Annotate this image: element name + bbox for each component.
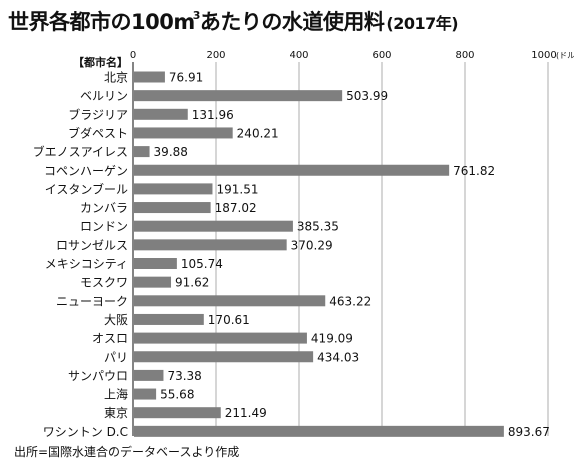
- value-label: 370.29: [291, 238, 333, 252]
- value-label: 73.38: [167, 369, 201, 383]
- category-label: 北京: [104, 71, 128, 85]
- bar: [134, 425, 504, 437]
- bar: [134, 90, 343, 102]
- chart-title-year: (2017年): [386, 14, 459, 33]
- bar: [134, 369, 164, 381]
- bar: [134, 388, 157, 400]
- bar: [134, 407, 221, 419]
- bar: [134, 332, 307, 344]
- bar: [134, 351, 314, 363]
- value-label: 240.21: [237, 126, 279, 140]
- bar: [134, 313, 204, 325]
- value-label: 893.67: [508, 425, 550, 439]
- bar: [134, 258, 177, 269]
- category-label: ワシントン D.C: [43, 425, 128, 439]
- bar: [134, 220, 293, 232]
- category-label: 東京: [104, 406, 128, 420]
- value-label: 419.09: [311, 332, 353, 346]
- bar: [134, 71, 165, 83]
- bar: [134, 276, 172, 288]
- bar: [134, 164, 450, 176]
- x-tick-label: 1000: [531, 50, 556, 61]
- category-label: ブエノスアイレス: [33, 144, 128, 159]
- bar: [134, 295, 326, 307]
- value-label: 131.96: [192, 108, 234, 122]
- source-note: 出所=国際水連合のデータベースより作成: [14, 445, 240, 459]
- bar: [134, 108, 188, 120]
- value-label: 170.61: [208, 313, 250, 327]
- chart-title-superscript: 3: [192, 9, 201, 22]
- value-label: 191.51: [216, 182, 258, 196]
- category-label: ニューヨーク: [56, 294, 128, 308]
- category-label: モスクワ: [80, 276, 128, 290]
- value-label: 39.88: [154, 145, 188, 159]
- x-tick-label: 200: [206, 50, 225, 61]
- category-label: 上海: [104, 387, 128, 402]
- value-label: 211.49: [225, 406, 267, 420]
- category-label: ベルリン: [80, 89, 128, 103]
- x-tick-label: 0: [130, 50, 136, 61]
- category-label: コペンハーゲン: [44, 164, 128, 178]
- x-tick-label: 600: [372, 50, 391, 61]
- x-tick-label: 400: [289, 50, 308, 61]
- chart-title-rest: あたりの水道使用料: [199, 10, 385, 34]
- value-label: 105.74: [181, 257, 223, 271]
- category-label: サンパウロ: [68, 369, 128, 383]
- category-label: 大阪: [104, 313, 128, 327]
- value-label: 91.62: [175, 276, 209, 290]
- chart-title: 世界各都市の100m3あたりの水道使用料 (2017年): [8, 6, 574, 36]
- x-tick-label: 800: [455, 50, 474, 61]
- category-label: ロンドン: [80, 220, 128, 234]
- bar: [134, 146, 150, 158]
- bar: [134, 239, 287, 251]
- bar: [134, 183, 213, 195]
- bar: [134, 202, 211, 214]
- value-label: 55.68: [160, 388, 194, 402]
- category-label: メキシコシティ: [45, 257, 128, 271]
- category-label: オスロ: [92, 332, 128, 346]
- value-label: 434.03: [317, 350, 359, 364]
- category-label: ロサンゼルス: [56, 238, 128, 252]
- category-label: イスタンブール: [45, 181, 128, 196]
- category-label: カンバラ: [80, 201, 128, 215]
- value-label: 463.22: [329, 294, 371, 308]
- value-label: 385.35: [297, 220, 339, 234]
- category-header: 【都市名】: [73, 55, 128, 69]
- chart-title-main: 世界各都市の100m: [8, 10, 195, 34]
- value-label: 187.02: [215, 201, 257, 215]
- category-label: ブラジリア: [68, 107, 128, 122]
- value-label: 503.99: [346, 89, 388, 103]
- bar: [134, 127, 233, 139]
- x-axis-unit: (ドル): [556, 51, 574, 60]
- value-label: 76.91: [169, 71, 203, 85]
- category-label: パリ: [104, 350, 128, 364]
- value-label: 761.82: [453, 164, 495, 178]
- category-label: ブダペスト: [68, 125, 128, 140]
